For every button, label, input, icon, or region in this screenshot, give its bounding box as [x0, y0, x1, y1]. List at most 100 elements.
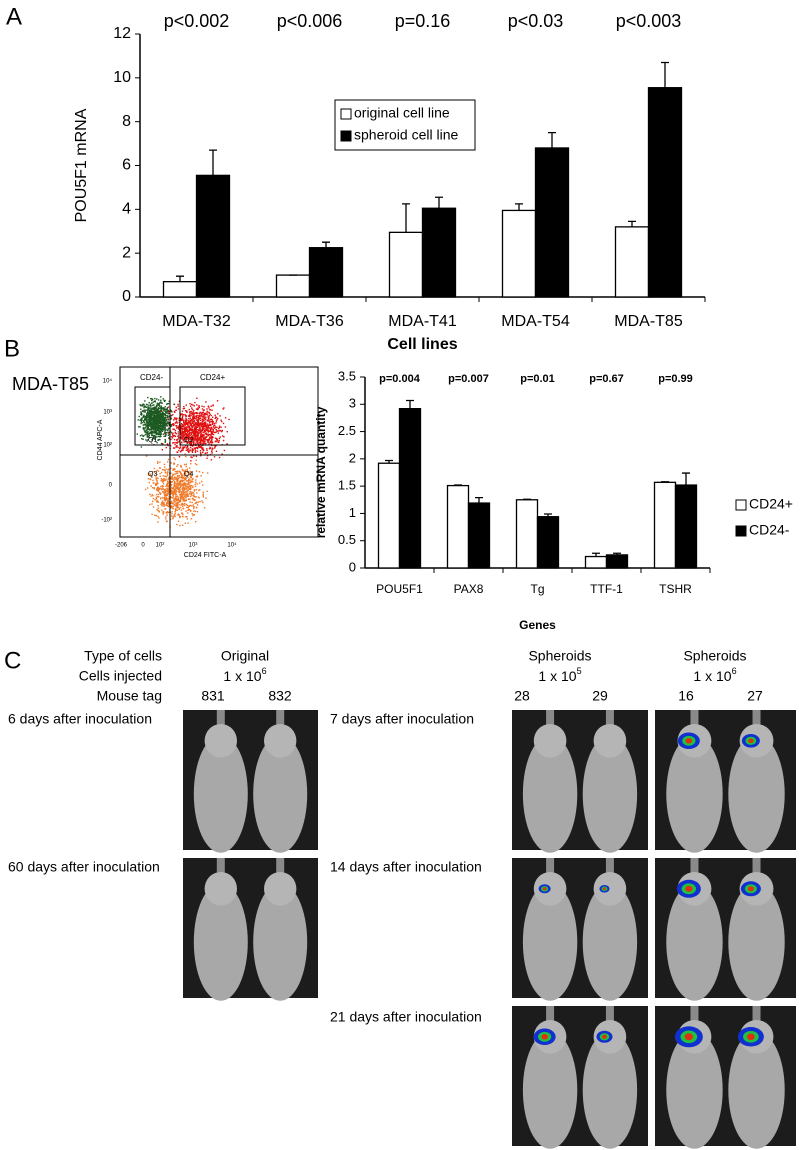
- flow-dot: [158, 436, 161, 438]
- flow-dot: [190, 460, 192, 462]
- flow-dot: [191, 505, 193, 507]
- flow-dot: [176, 427, 178, 429]
- flow-dot: [177, 446, 179, 449]
- flow-dot: [158, 418, 160, 421]
- flow-dot: [184, 477, 187, 479]
- flow-dot: [140, 414, 143, 416]
- flow-dot: [208, 442, 210, 444]
- error-bar: [515, 203, 523, 211]
- mouse-body: [666, 883, 723, 1001]
- flow-dot: [177, 405, 179, 407]
- flow-dot: [157, 427, 159, 430]
- flow-dot: [205, 439, 207, 441]
- flow-dot: [171, 506, 173, 509]
- flow-dot: [207, 425, 209, 428]
- flow-dot: [191, 418, 193, 421]
- flow-dot: [185, 417, 187, 420]
- flow-dot: [189, 411, 191, 413]
- flow-dot: [224, 426, 227, 428]
- flow-dot: [165, 484, 168, 486]
- flow-dot: [152, 482, 155, 484]
- flow-dot: [181, 476, 184, 478]
- flow-dot: [202, 448, 204, 450]
- flow-dot: [180, 509, 183, 511]
- flow-dot: [214, 414, 216, 416]
- flow-dot: [206, 452, 209, 454]
- flow-dot: [182, 408, 185, 410]
- flow-dot: [202, 417, 204, 419]
- flow-dot: [181, 425, 184, 428]
- flow-dot: [189, 424, 192, 427]
- flow-dot: [179, 447, 181, 450]
- flow-dot: [198, 412, 200, 415]
- flow-dot: [148, 481, 150, 484]
- flow-dot: [187, 512, 189, 514]
- flow-dot: [139, 426, 141, 428]
- flow-dot: [178, 449, 180, 452]
- flow-dot: [196, 422, 198, 425]
- flow-dot: [170, 410, 172, 412]
- flow-dot: [158, 432, 160, 434]
- flow-dot: [193, 405, 195, 407]
- mouse-body: [522, 883, 578, 1001]
- error-bar: [406, 399, 414, 409]
- flow-dot: [151, 513, 153, 515]
- flow-dot: [218, 426, 221, 429]
- flow-dot: [206, 428, 208, 431]
- flow-dot: [218, 439, 220, 442]
- flow-dot: [159, 467, 161, 469]
- flow-dot: [161, 486, 164, 488]
- row-header: Type of cells: [84, 648, 162, 664]
- flow-dot: [206, 412, 208, 414]
- flow-dot: [172, 435, 174, 437]
- flow-dot: [182, 470, 184, 472]
- flow-dot: [180, 414, 182, 416]
- flow-dot: [204, 418, 207, 420]
- flow-dot: [192, 431, 195, 433]
- flow-dot: [197, 437, 199, 440]
- flow-dot: [176, 486, 179, 488]
- flow-dot: [206, 454, 209, 457]
- flow-dot: [206, 448, 208, 450]
- cells-injected-exp: 6: [732, 666, 737, 676]
- flow-dot: [158, 517, 160, 519]
- flow-dot: [158, 510, 160, 512]
- flow-dot: [187, 436, 189, 439]
- flow-dot: [220, 426, 222, 428]
- flow-dot: [191, 439, 193, 441]
- flow-dot: [141, 405, 143, 407]
- flow-dot: [184, 483, 187, 485]
- flow-dot: [196, 397, 198, 399]
- flow-dot: [187, 494, 189, 496]
- flow-dot: [193, 435, 196, 437]
- flow-dot: [165, 431, 167, 434]
- flow-dot: [211, 452, 213, 454]
- flow-dot: [196, 404, 198, 406]
- flow-dot: [167, 434, 170, 436]
- flow-dot: [146, 440, 148, 442]
- flow-dot: [198, 424, 201, 426]
- flow-dot: [175, 503, 177, 505]
- flow-dot: [200, 437, 202, 439]
- flow-dot: [210, 428, 212, 431]
- flow-dot: [174, 434, 176, 437]
- flow-dot: [190, 475, 192, 477]
- flow-dot: [190, 456, 192, 458]
- flow-dot: [152, 470, 154, 473]
- flow-dot: [176, 498, 178, 500]
- flow-dot: [164, 479, 166, 482]
- flow-dot: [159, 438, 161, 441]
- flow-dot: [162, 479, 164, 481]
- flow-dot: [171, 502, 174, 505]
- flow-dot: [142, 428, 144, 430]
- flow-dot: [208, 407, 210, 409]
- time-label: 7 days after inoculation: [330, 711, 474, 727]
- x-tick-label: TSHR: [659, 582, 692, 596]
- flow-dot: [191, 421, 193, 423]
- flow-dot: [160, 431, 162, 434]
- flow-dot: [187, 415, 190, 417]
- p-value: p<0.03: [508, 11, 564, 31]
- flow-dot: [180, 499, 182, 501]
- flow-dot: [160, 442, 163, 445]
- flow-dot: [170, 485, 172, 487]
